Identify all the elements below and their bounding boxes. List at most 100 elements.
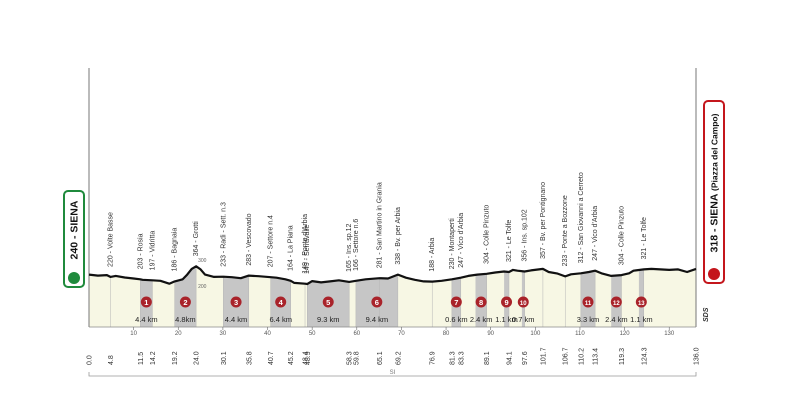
km-tick-label: 4.8	[108, 355, 115, 365]
km-tick-label: 110.2	[578, 348, 585, 365]
km-tick-label: 19.2	[172, 351, 179, 365]
km-tick-label: 30.1	[221, 351, 228, 365]
tens-label: 10	[130, 331, 137, 337]
start-badge	[63, 190, 85, 288]
sector-number: 4	[279, 298, 284, 307]
km-tick-label: 65.1	[377, 351, 384, 365]
tens-label: 130	[664, 331, 675, 337]
distance-bracket	[88, 372, 697, 377]
km-tick-label: 97.6	[522, 351, 529, 365]
tens-label: 100	[530, 331, 541, 337]
km-tick-label: 48.9	[305, 351, 312, 365]
waypoint-label: 247 - Vico d'Arbia	[592, 206, 599, 261]
km-tick-label: 101.7	[540, 347, 547, 365]
waypoint-label: 188 - Arbia	[429, 238, 436, 272]
sector-badge-9	[501, 296, 513, 308]
waypoint-label: 356 - Ins. sp.102	[522, 209, 529, 261]
finish-badge	[703, 100, 725, 284]
sector-length: 4.4 km	[135, 315, 158, 324]
waypoint-label: 338 - Bv. per Arbia	[395, 207, 402, 265]
waypoint-label: 197 - Vidritta	[149, 231, 156, 271]
sector-length: 1.1 km	[630, 315, 653, 324]
sector-length: 9.3 km	[317, 315, 340, 324]
tens-label: 80	[443, 331, 450, 337]
sector-length: 3.3 km	[577, 315, 600, 324]
sector-number: 12	[613, 301, 620, 307]
km-tick-label: 113.4	[593, 348, 600, 365]
sector-length: 0.6 km	[445, 315, 468, 324]
sector-number: 5	[326, 298, 330, 307]
sector-number: 3	[234, 298, 238, 307]
finish-flag-icon	[708, 268, 720, 280]
sector-length: 6.4 km	[269, 315, 292, 324]
sector-length: 4.4 km	[225, 315, 248, 324]
waypoint-label: 304 - Colle Pinzuto	[484, 205, 491, 264]
tens-label: 90	[487, 331, 494, 337]
sector-length: 1.1 km	[495, 315, 518, 324]
sector-badge-2	[179, 296, 191, 308]
sector-number: 1	[144, 298, 148, 307]
waypoint-label: 321 - Le Tolfe	[641, 217, 648, 259]
sector-badge-13	[635, 296, 647, 308]
km-tick-label: 48.4	[303, 351, 310, 365]
sector-number: 7	[454, 298, 458, 307]
tens-label: 20	[175, 331, 182, 337]
waypoint-label: 233 - Radi - Sett. n.3	[220, 202, 227, 267]
tens-label: 50	[309, 331, 316, 337]
sector-badge-3	[230, 296, 242, 308]
organizer-logo: SDS	[703, 307, 710, 322]
waypoint-label: 166 - Settore n.6	[353, 219, 360, 271]
sector-badge-12	[610, 296, 622, 308]
waypoint-label: 165 - Ins. sp.12	[346, 224, 353, 272]
tens-label: 70	[398, 331, 405, 337]
sector-length: 9.4 km	[366, 315, 389, 324]
tens-label: 60	[353, 331, 360, 337]
sector-number: 2	[183, 298, 187, 307]
tens-label: 40	[264, 331, 271, 337]
waypoint-label: 233 - Ponte a Bozzone	[562, 195, 569, 266]
sector-badge-4	[275, 296, 287, 308]
waypoint-label: 364 - Grotti	[193, 221, 200, 256]
km-tick-label: 136.0	[694, 347, 701, 365]
waypoint-label: 203 - Rosia	[137, 233, 144, 269]
sector-badge-8	[475, 296, 487, 308]
km-tick-label: 124.3	[641, 347, 648, 365]
sector-length: 0.7 km	[512, 315, 535, 324]
km-tick-label: 45.2	[288, 351, 295, 365]
waypoint-label: 312 - San Giovanni a Cerreto	[578, 172, 585, 263]
sector-length: 4.8km	[175, 315, 195, 324]
sector-length: 2.4 km	[470, 315, 493, 324]
km-tick-label: 106.7	[563, 347, 570, 365]
tens-label: 30	[220, 331, 227, 337]
waypoint-label: 207 - Settore n.4	[268, 215, 275, 267]
km-tick-label: 14.2	[150, 351, 157, 365]
waypoint-label: 304 - Colle Pinzuto	[618, 206, 625, 265]
sector-number: 6	[375, 298, 379, 307]
km-tick-label: 81.3	[449, 351, 456, 365]
sector-badge-7	[450, 296, 462, 308]
waypoint-label: 357 - Bv. per Pontignano	[540, 182, 547, 259]
sector-number: 9	[504, 298, 508, 307]
waypoint-label: 281 - San Martino in Grania	[377, 182, 384, 268]
sector-badge-11	[582, 296, 594, 308]
km-tick-label: 69.2	[395, 351, 402, 365]
waypoint-label: 164 - La Piana	[288, 225, 295, 271]
km-tick-label: 119.3	[619, 348, 626, 365]
waypoint-label: 149 - Serravalle	[304, 224, 311, 274]
waypoint-label: 220 - Volte Basse	[107, 212, 114, 267]
start-label: 240 - SIENA	[69, 200, 81, 259]
km-tick-label: 89.1	[484, 351, 491, 365]
km-tick-label: 94.1	[506, 351, 513, 365]
km-tick-label: 76.9	[430, 351, 437, 365]
km-tick-label: 58.3	[347, 351, 354, 365]
sector-number: 13	[638, 301, 645, 307]
waypoint-label: 149 - Ponte d'Arbia	[302, 214, 309, 274]
sector-number: 10	[520, 301, 527, 307]
waypoint-label: 247 - Vico d'Arbia	[458, 213, 465, 268]
km-tick-label: 0.0	[87, 355, 94, 365]
sector-number: 11	[585, 301, 592, 307]
finish-label: 318 - SIENA (Piazza del Campo)	[709, 113, 721, 252]
km-tick-label: 40.7	[268, 351, 275, 365]
sector-badge-5	[322, 296, 334, 308]
